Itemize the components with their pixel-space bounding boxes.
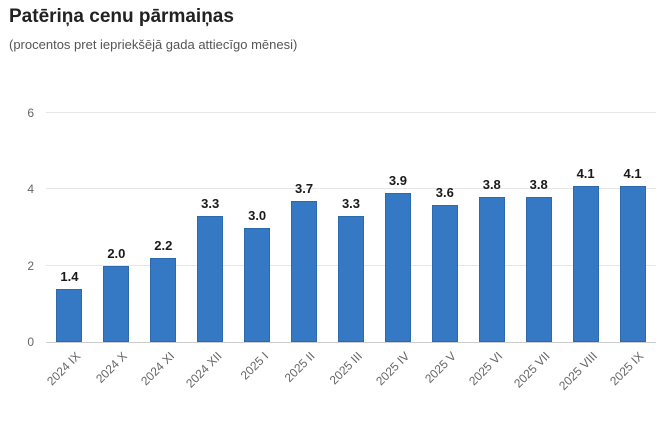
y-tick-label: 6: [27, 106, 34, 120]
bar[interactable]: [197, 216, 224, 342]
bar[interactable]: [103, 265, 130, 342]
bar-value-label: 3.8: [529, 176, 548, 192]
bar[interactable]: [150, 258, 177, 342]
y-tick-label: 0: [27, 335, 34, 349]
bar-value-label: 4.1: [623, 165, 642, 181]
bar[interactable]: [619, 185, 646, 342]
x-axis-label: 2025 VII: [511, 349, 553, 391]
chart-title: Patēriņa cenu pārmaiņas: [9, 6, 234, 27]
plot-area: 1.4 2.0 2.2 3.3 3.0 3.7 3.3 3.9 3.6 3.8 3.8 4.1 4.1: [46, 112, 656, 343]
x-axis-label: 2025 V: [421, 349, 459, 386]
x-axis-label: 2025 II: [282, 349, 318, 385]
x-axis-line: [46, 342, 656, 343]
bar-value-label: 3.6: [435, 184, 454, 200]
x-axis-label: 2025 VI: [466, 349, 506, 389]
gridline: [46, 188, 656, 190]
bar[interactable]: [291, 200, 318, 342]
gridline: [46, 112, 656, 113]
x-axis-label: 2025 IX: [607, 349, 647, 389]
bar[interactable]: [244, 227, 271, 342]
bar[interactable]: [572, 185, 599, 342]
bar[interactable]: [478, 196, 505, 342]
bar-value-label: 3.9: [388, 173, 407, 189]
bar[interactable]: [431, 204, 458, 342]
bar-value-label: 3.3: [341, 196, 361, 212]
x-axis-label: 2025 VIII: [555, 349, 600, 393]
bar[interactable]: [525, 196, 552, 342]
bar[interactable]: [384, 193, 411, 342]
chart-subtitle: (procentos pret iepriekšējā gada attiecī…: [9, 37, 298, 52]
x-axis-label: 2025 I: [237, 349, 272, 383]
x-axis-label: 2025 III: [326, 349, 365, 388]
bar-value-label: 3.8: [482, 176, 501, 192]
x-axis-label: 2024 IX: [44, 349, 84, 389]
bar[interactable]: [56, 288, 83, 342]
bar-value-label: 3.0: [248, 207, 267, 223]
x-axis-label: 2024 X: [93, 349, 131, 386]
bar-value-label: 4.1: [576, 165, 595, 181]
y-tick-label: 4: [27, 182, 34, 197]
bar-value-label: 1.4: [60, 268, 79, 284]
bar-value-label: 2.2: [154, 238, 173, 254]
y-tick-label: 2: [27, 258, 34, 273]
bar[interactable]: [338, 216, 364, 342]
bar-value-label: 3.3: [201, 196, 220, 212]
x-axis-label: 2024 XII: [182, 349, 225, 391]
x-axis-label: 2025 IV: [372, 349, 412, 389]
bar-value-label: 2.0: [107, 245, 126, 261]
bar-value-label: 3.7: [295, 180, 314, 196]
x-axis-label: 2024 XI: [138, 349, 178, 389]
